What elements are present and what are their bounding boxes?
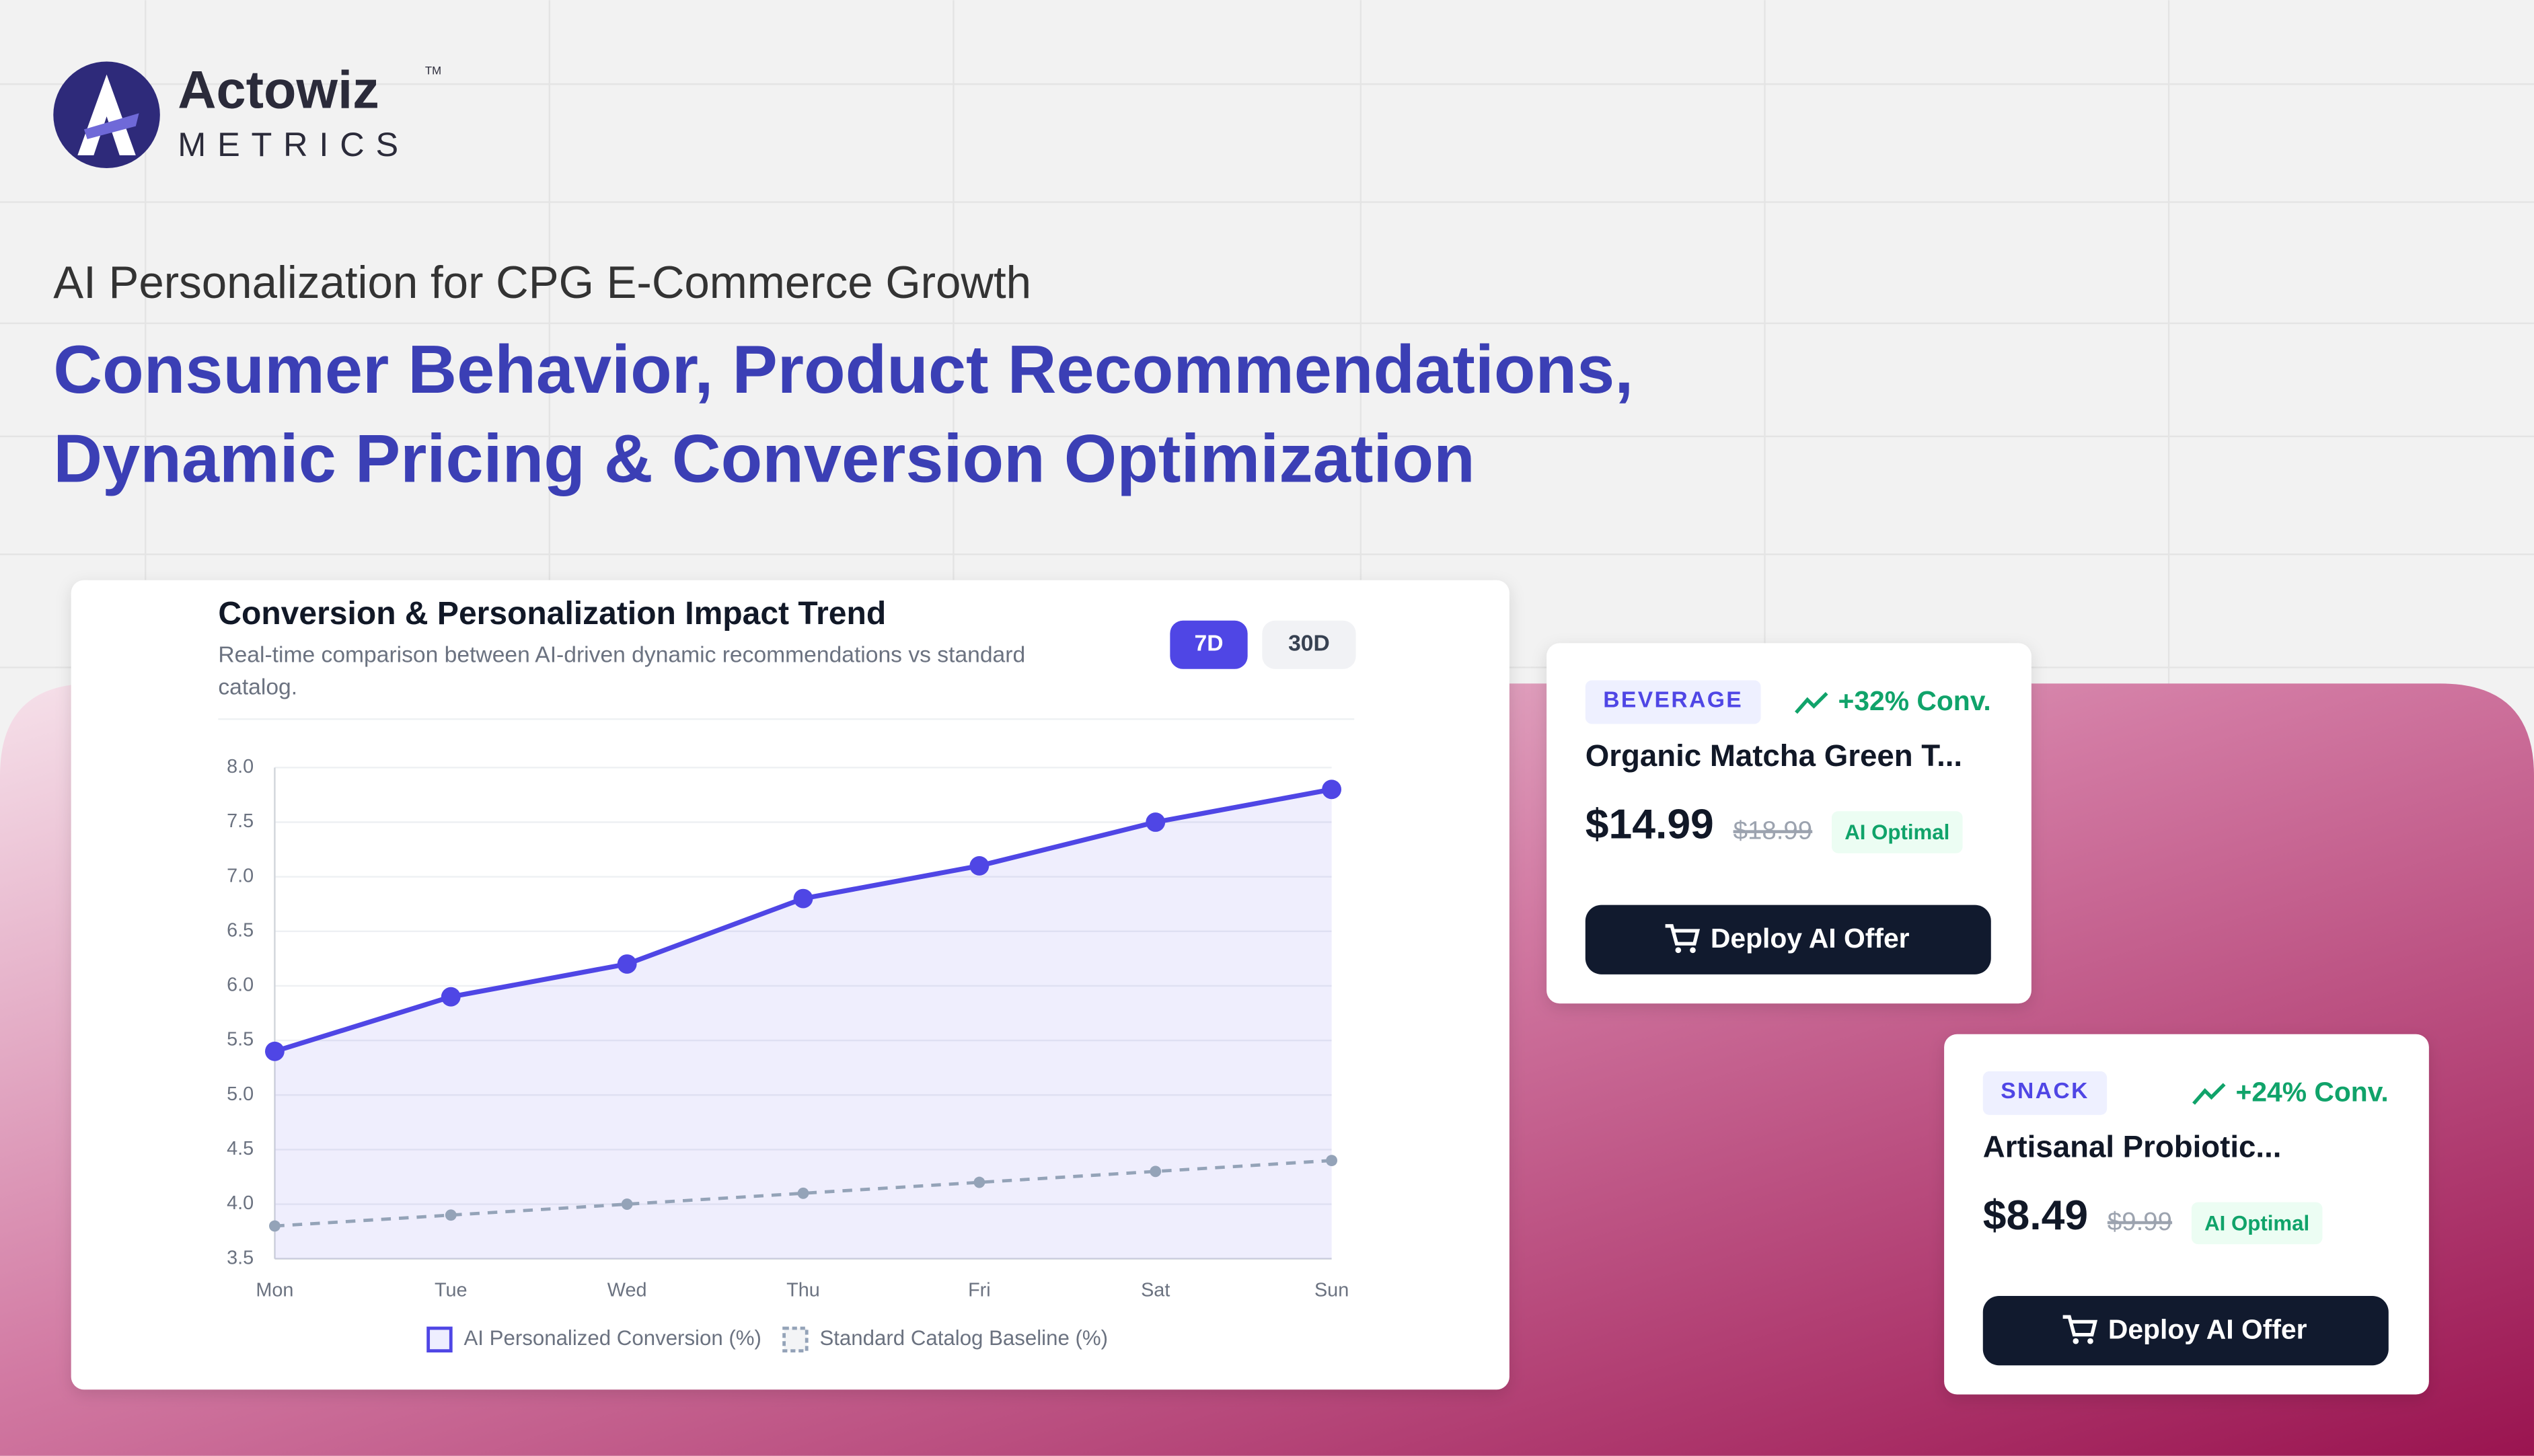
x-tick-label: Sun bbox=[1314, 1279, 1349, 1301]
x-tick-label: Thu bbox=[786, 1279, 820, 1301]
data-point bbox=[621, 1198, 633, 1210]
trend-icon bbox=[1795, 691, 1828, 714]
product-card: BEVERAGE +32% Conv. Organic Matcha Green T… bbox=[1547, 643, 2032, 1004]
data-point bbox=[1326, 1155, 1338, 1167]
range-button-label[interactable]: 7D bbox=[1195, 631, 1224, 656]
y-tick-label: 4.5 bbox=[227, 1138, 254, 1159]
data-point bbox=[969, 856, 990, 876]
brand: Actowiz bbox=[178, 59, 379, 119]
series-area bbox=[274, 789, 1332, 1259]
deploy-button-label[interactable]: Deploy AI Offer bbox=[1711, 923, 1910, 954]
y-tick-label: 7.5 bbox=[227, 810, 254, 832]
y-tick-label: 7.0 bbox=[227, 865, 254, 886]
cart-icon[interactable] bbox=[2062, 1315, 2098, 1337]
chart-card bbox=[71, 580, 1510, 1390]
logo: Actowiz METRICS TM bbox=[53, 59, 441, 169]
product-name: Artisanal Probiotic... bbox=[1983, 1129, 2282, 1163]
badge-label: AI Optimal bbox=[1844, 820, 1949, 844]
y-tick-label: 5.0 bbox=[227, 1083, 254, 1105]
price: $8.49 bbox=[1983, 1192, 2088, 1239]
data-point bbox=[264, 1041, 285, 1061]
cart-wheel[interactable] bbox=[1690, 947, 1696, 954]
x-tick-label: Mon bbox=[256, 1279, 293, 1301]
old-price: $9.99 bbox=[2108, 1207, 2172, 1236]
trend-icon bbox=[2192, 1083, 2226, 1105]
brand-sub: METRICS bbox=[178, 125, 410, 163]
y-tick-label: 4.0 bbox=[227, 1192, 254, 1214]
range-button-label[interactable]: 30D bbox=[1288, 631, 1330, 656]
y-tick-label: 6.0 bbox=[227, 974, 254, 996]
category-label: BEVERAGE bbox=[1603, 688, 1743, 713]
data-point bbox=[797, 1187, 809, 1199]
data-point bbox=[973, 1176, 985, 1188]
category-tag bbox=[1982, 1071, 2108, 1115]
plot: 3.5 4.0 4.5 5.0 5.5 6.0 6.5 7.0 7.5 8.0 Mon Tue Wed T… bbox=[227, 756, 1349, 1353]
chart-subtitle: Real-time comparison between AI-driven d… bbox=[218, 642, 1025, 667]
data-point bbox=[441, 987, 461, 1007]
data-point bbox=[617, 954, 637, 974]
x-tick-label: Fri bbox=[968, 1279, 991, 1301]
product-name: Organic Matcha Green T... bbox=[1586, 738, 1962, 773]
cart-icon[interactable] bbox=[1665, 924, 1701, 946]
cards: BEVERAGE +32% Conv. Organic Matcha Green T… bbox=[1547, 643, 2429, 1395]
data-point bbox=[445, 1209, 457, 1221]
y-tick-label: 5.5 bbox=[227, 1029, 254, 1050]
x-tick-label: Sat bbox=[1141, 1279, 1170, 1301]
cart-wheel[interactable] bbox=[2073, 1338, 2079, 1344]
range-button[interactable] bbox=[1170, 620, 1248, 669]
headline: Consumer Behavior, Product Recommendatio… bbox=[53, 332, 1633, 408]
data-point bbox=[269, 1220, 281, 1232]
data-point bbox=[1322, 779, 1342, 800]
data-point bbox=[1146, 812, 1166, 832]
legend-label: AI Personalized Conversion (%) bbox=[463, 1326, 761, 1350]
badge-label: AI Optimal bbox=[2204, 1211, 2309, 1235]
price: $14.99 bbox=[1586, 801, 1714, 848]
category-tag bbox=[1585, 680, 1761, 724]
cart-wheel[interactable] bbox=[2087, 1338, 2093, 1344]
deploy-button[interactable] bbox=[1585, 905, 1991, 974]
product-card: SNACK +24% Conv. Artisanal Probiotic... $8.… bbox=[1944, 1034, 2429, 1395]
eyebrow: AI Personalization for CPG E-Commerce Gr… bbox=[53, 258, 1031, 308]
badge bbox=[1831, 811, 1963, 853]
old-price: $18.99 bbox=[1734, 816, 1813, 845]
data-point bbox=[793, 888, 813, 909]
trademark: TM bbox=[425, 64, 441, 77]
trend-label: +24% Conv. bbox=[2235, 1076, 2388, 1107]
cart-wheel[interactable] bbox=[1675, 947, 1682, 954]
y-tick-label: 3.5 bbox=[227, 1247, 254, 1268]
chart-subtitle: catalog. bbox=[218, 675, 297, 700]
headline: Dynamic Pricing & Conversion Optimizatio… bbox=[53, 421, 1475, 496]
legend-marker bbox=[782, 1326, 809, 1353]
legend-marker bbox=[426, 1326, 453, 1353]
y-tick-label: 8.0 bbox=[227, 756, 254, 777]
badge bbox=[2191, 1202, 2323, 1245]
category-label: SNACK bbox=[2001, 1079, 2089, 1104]
x-tick-label: Tue bbox=[435, 1279, 468, 1301]
deploy-button[interactable] bbox=[1982, 1295, 2389, 1366]
range-button[interactable] bbox=[1262, 620, 1356, 669]
deploy-button-label[interactable]: Deploy AI Offer bbox=[2108, 1314, 2307, 1345]
data-point bbox=[1150, 1165, 1162, 1178]
trend-label: +32% Conv. bbox=[1838, 685, 1990, 716]
y-tick-label: 6.5 bbox=[227, 919, 254, 941]
legend-label: Standard Catalog Baseline (%) bbox=[819, 1326, 1108, 1350]
x-tick-label: Wed bbox=[607, 1279, 647, 1301]
chart-title: Conversion & Personalization Impact Tren… bbox=[218, 596, 886, 631]
